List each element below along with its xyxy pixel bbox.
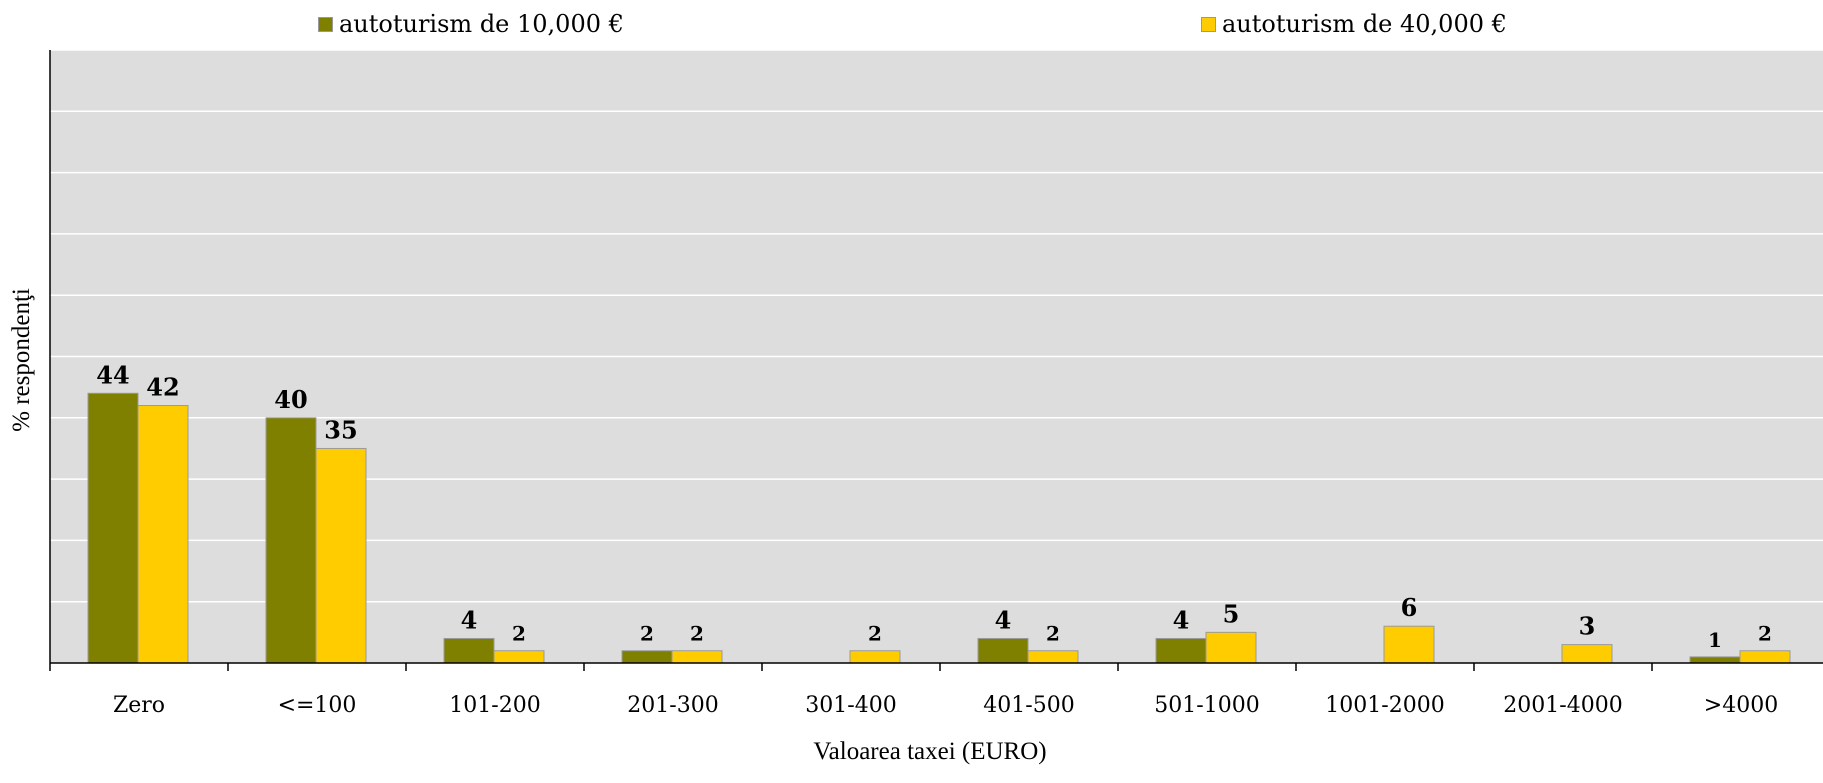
- x-tick-label: 201-300: [627, 693, 718, 718]
- value-label: 2: [1758, 622, 1772, 646]
- value-label: 6: [1401, 593, 1418, 622]
- bar-40000: [1383, 625, 1435, 664]
- bar-10000: [87, 392, 139, 664]
- bars: [87, 392, 1791, 664]
- bar-10000: [1155, 637, 1207, 664]
- x-tick-label: Zero: [113, 693, 165, 718]
- value-label: 1: [1708, 628, 1722, 652]
- value-label: 2: [868, 622, 882, 646]
- legend-swatch-1: [318, 16, 333, 32]
- value-label: 2: [640, 622, 654, 646]
- bar-10000: [443, 637, 495, 664]
- y-axis-label: % respondenţi: [8, 288, 35, 432]
- x-tick-label: 401-500: [983, 693, 1074, 718]
- bar-40000: [493, 650, 545, 664]
- value-label: 4: [1173, 605, 1190, 634]
- value-label: 5: [1223, 599, 1240, 628]
- bar-40000: [315, 447, 367, 664]
- x-tick-label: 301-400: [805, 693, 896, 718]
- bar-40000: [137, 405, 189, 664]
- bar-40000: [1561, 644, 1613, 664]
- x-ticks: [49, 663, 1653, 671]
- value-label: 4: [461, 605, 478, 634]
- value-label: 42: [146, 373, 179, 402]
- bar-10000: [265, 417, 317, 664]
- bar-40000: [1027, 650, 1079, 664]
- legend-label-1: autoturism de 10,000 €: [339, 10, 624, 38]
- bar-40000: [1205, 631, 1257, 664]
- bar-40000: [671, 650, 723, 664]
- value-label: 2: [1046, 622, 1060, 646]
- bar-10000: [1689, 656, 1741, 664]
- value-label: 2: [512, 622, 526, 646]
- legend-item-1: autoturism de 10,000 €: [318, 10, 624, 38]
- x-tick-label: >4000: [1704, 693, 1778, 718]
- value-label: 3: [1579, 612, 1596, 641]
- legend-swatch-2: [1201, 16, 1216, 32]
- value-label: 40: [274, 385, 307, 414]
- value-label: 4: [995, 605, 1012, 634]
- x-tick-label: <=100: [278, 693, 357, 718]
- x-tick-label: 2001-4000: [1503, 693, 1622, 718]
- bar-40000: [849, 650, 901, 664]
- x-tick-label: 1001-2000: [1325, 693, 1444, 718]
- x-tick-labels: Zero <=100 101-200 201-300 301-400 401-500 501…: [113, 693, 1778, 718]
- bar-10000: [977, 637, 1029, 664]
- x-tick-label: 501-1000: [1154, 693, 1259, 718]
- x-tick-label: 101-200: [449, 693, 540, 718]
- value-label: 44: [96, 360, 129, 389]
- bar-10000: [621, 650, 673, 664]
- x-axis-label: Valoarea taxei (EURO): [813, 738, 1047, 765]
- bar-40000: [1739, 650, 1791, 664]
- legend-item-2: autoturism de 40,000 €: [1201, 10, 1507, 38]
- value-label: 2: [690, 622, 704, 646]
- legend-label-2: autoturism de 40,000 €: [1222, 10, 1507, 38]
- value-label: 35: [324, 415, 357, 444]
